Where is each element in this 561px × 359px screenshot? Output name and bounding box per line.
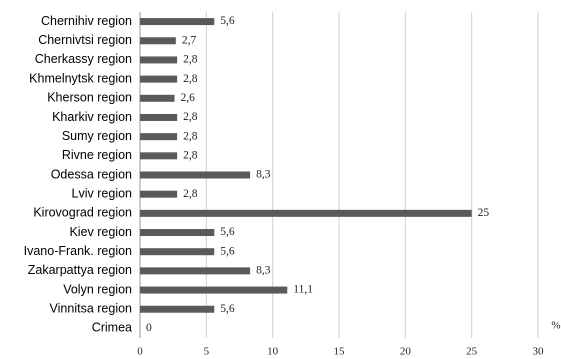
x-tick-label: 30 <box>533 346 545 358</box>
value-label: 0 <box>146 322 152 334</box>
y-tick-label: Kherson region <box>47 91 132 105</box>
x-unit-label: % <box>551 320 560 332</box>
y-tick-label: Sumy region <box>62 129 132 143</box>
bar <box>140 229 215 237</box>
bar <box>140 286 288 294</box>
value-label: 2,6 <box>180 92 195 104</box>
value-label: 2,8 <box>183 130 198 142</box>
value-label: 5,6 <box>220 226 235 238</box>
y-tick-label: Chernivtsi region <box>38 33 132 47</box>
x-tick-label: 5 <box>204 346 210 358</box>
bar <box>140 75 178 83</box>
x-tick-label: 20 <box>400 346 412 358</box>
value-label: 2,8 <box>183 54 198 66</box>
value-label: 2,7 <box>182 34 197 46</box>
y-tick-label: Crimea <box>92 321 132 335</box>
value-label: 2,8 <box>183 73 198 85</box>
x-tick-label: 25 <box>466 346 478 358</box>
y-tick-label: Zakarpattya region <box>28 263 132 277</box>
y-tick-label: Volyn region <box>63 282 132 296</box>
bar <box>140 152 178 160</box>
y-tick-label: Ivano-Frank. region <box>24 244 132 258</box>
bar <box>140 18 215 26</box>
bar <box>140 56 178 64</box>
x-tick-label: 10 <box>267 346 279 358</box>
value-label: 5,6 <box>220 303 235 315</box>
bar <box>140 267 251 275</box>
y-tick-label: Odessa region <box>51 167 132 181</box>
y-tick-label: Kharkiv region <box>52 110 132 124</box>
value-label: 25 <box>478 207 490 219</box>
bar <box>140 113 178 121</box>
y-tick-label: Kirovograd region <box>33 206 132 220</box>
value-label: 8,3 <box>256 169 271 181</box>
y-tick-label: Vinnitsa region <box>50 302 133 316</box>
value-label: 8,3 <box>256 265 271 277</box>
bar <box>140 37 176 45</box>
value-label: 11,1 <box>293 284 313 296</box>
value-label: 5,6 <box>220 15 235 27</box>
y-tick-label: Khmelnytsk region <box>29 71 132 85</box>
value-label: 2,8 <box>183 149 198 161</box>
bar <box>140 305 215 313</box>
value-label: 2,8 <box>183 188 198 200</box>
bar <box>140 190 178 198</box>
y-tick-label: Lviv region <box>72 186 132 200</box>
bar <box>140 133 178 141</box>
bar <box>140 248 215 256</box>
x-tick-label: 15 <box>334 346 346 358</box>
bar <box>140 94 175 102</box>
y-tick-label: Chernihiv region <box>41 14 132 28</box>
y-tick-label: Kiev region <box>69 225 132 239</box>
y-tick-label: Cherkassy region <box>35 52 132 66</box>
bar <box>140 209 472 217</box>
y-tick-label: Rivne region <box>62 148 132 162</box>
value-label: 2,8 <box>183 111 198 123</box>
bar <box>140 171 251 179</box>
value-label: 5,6 <box>220 245 235 257</box>
x-tick-label: 0 <box>137 346 143 358</box>
